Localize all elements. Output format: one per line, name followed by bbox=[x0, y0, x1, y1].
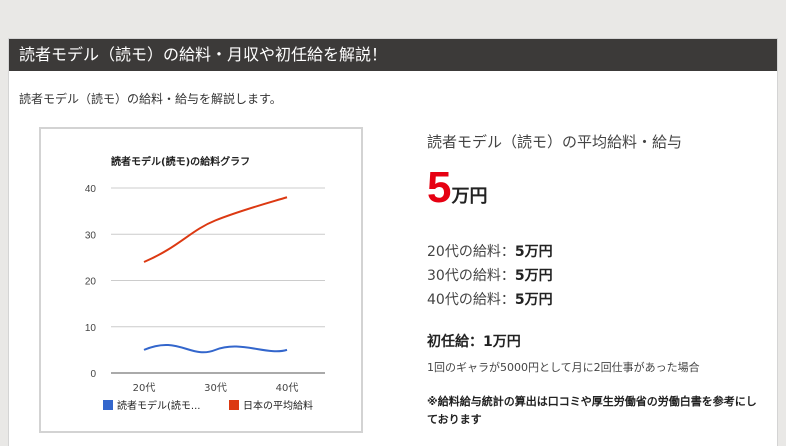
average-salary-value: 5万円 bbox=[427, 163, 487, 213]
y-tick-label: 10 bbox=[85, 323, 97, 334]
starting-salary-note: 1回のギャラが5000円として月に2回仕事があった場合 bbox=[427, 361, 700, 374]
age-salary-label: 30代の給料： bbox=[427, 268, 515, 284]
x-tick-label: 20代 bbox=[133, 382, 156, 394]
x-tick-label: 30代 bbox=[204, 382, 227, 394]
salary-chart-svg: 読者モデル(読モ)の給料グラフ 0 10 20 30 40 20代 30代 40代読者モデル(読… bbox=[85, 155, 325, 412]
legend-label: 読者モデル(読モ... bbox=[117, 399, 200, 412]
starting-salary: 初任給：1万円 bbox=[427, 334, 521, 350]
statistics-footnote: ※給料給与統計の算出は口コミや厚生労働省の労働白書を参考にしております bbox=[427, 395, 757, 426]
x-tick-label: 40代 bbox=[276, 382, 299, 394]
y-tick-label: 0 bbox=[90, 369, 96, 380]
salary-chart: 読者モデル(読モ)の給料グラフ 0 10 20 30 40 20代 30代 40代読者モデル(読… bbox=[39, 127, 363, 433]
y-tick-label: 30 bbox=[85, 230, 97, 241]
chart-title: 読者モデル(読モ)の給料グラフ bbox=[111, 155, 250, 168]
series-line bbox=[143, 344, 288, 354]
age-salary-20s: 20代の給料：5万円 bbox=[427, 241, 553, 261]
intro-text: 読者モデル（読モ）の給料・給与を解説します。 bbox=[19, 92, 282, 106]
age-salary-amount: 5万円 bbox=[514, 244, 553, 260]
salary-card: 読者モデル（読モ）の給料・月収や初任給を解説！ 読者モデル（読モ）の給料・給与を… bbox=[8, 38, 778, 446]
age-salary-amount: 5万円 bbox=[514, 292, 553, 308]
y-tick-label: 20 bbox=[85, 277, 97, 288]
average-salary-heading: 読者モデル（読モ）の平均給料・給与 bbox=[427, 133, 683, 151]
age-salary-40s: 40代の給料：5万円 bbox=[427, 289, 553, 309]
age-salary-label: 40代の給料： bbox=[427, 292, 515, 308]
average-salary-number: 5 bbox=[427, 163, 452, 212]
legend-swatch bbox=[229, 400, 239, 410]
age-salary-30s: 30代の給料：5万円 bbox=[427, 265, 553, 285]
average-salary-unit: 万円 bbox=[451, 186, 488, 207]
age-salary-label: 20代の給料： bbox=[427, 244, 515, 260]
legend-swatch bbox=[103, 400, 113, 410]
page-title: 読者モデル（読モ）の給料・月収や初任給を解説！ bbox=[9, 39, 777, 71]
age-salary-amount: 5万円 bbox=[514, 268, 553, 284]
y-tick-label: 40 bbox=[85, 184, 97, 195]
legend-label: 日本の平均給料 bbox=[243, 399, 313, 412]
series-line bbox=[143, 196, 288, 263]
